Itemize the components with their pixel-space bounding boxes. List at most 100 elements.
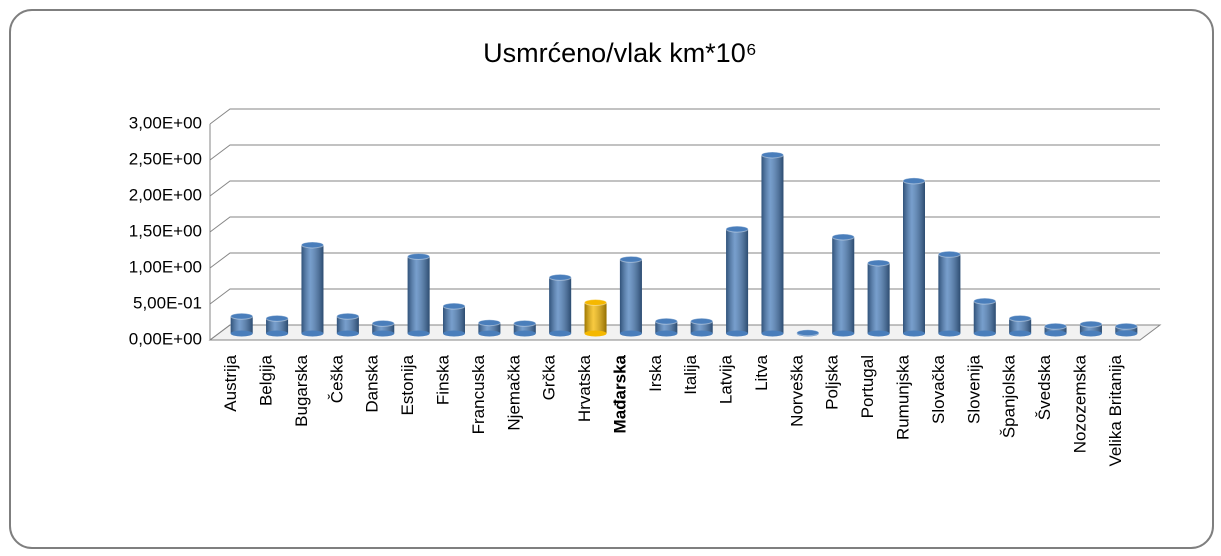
bar-shade [230, 316, 253, 334]
bar-base [655, 330, 678, 337]
x-tick-label: Litva [752, 354, 771, 390]
bar-top [265, 314, 289, 322]
bar-base [584, 330, 607, 337]
bar-shade [655, 321, 678, 334]
bar-group [371, 319, 395, 337]
x-tick-label: Italija [681, 354, 700, 394]
x-tick-label: Grčka [540, 354, 559, 400]
bar-base [443, 330, 465, 337]
bar-top [690, 317, 714, 325]
bar-base [407, 330, 430, 337]
bar-shade [1044, 326, 1067, 334]
x-tick-label: Poljska [823, 354, 842, 409]
bar-shade [336, 316, 359, 334]
bar-group [584, 299, 608, 337]
bar-top [513, 319, 537, 327]
bar-group [619, 255, 643, 337]
grid-line [209, 180, 1160, 197]
bar-shade [690, 321, 713, 334]
x-tick-label: Mađarska [610, 354, 629, 433]
bar-shade [832, 237, 855, 334]
bar-base [478, 330, 501, 337]
bar-top [902, 177, 926, 185]
bar-group [1008, 314, 1032, 337]
y-tick-label: 5,00E-01 [133, 293, 202, 312]
bar-top [654, 317, 678, 325]
bar-shade [301, 244, 324, 334]
grid-line [209, 108, 1160, 125]
bar-shade [513, 323, 536, 334]
bar-top [725, 225, 749, 233]
bar-group [902, 177, 926, 337]
bar-base [1079, 330, 1102, 337]
bar-top [760, 151, 784, 159]
bar-group [725, 225, 749, 337]
bar-shade [1115, 326, 1138, 334]
y-tick-label: 2,00E+00 [129, 185, 202, 204]
x-tick-label: Norveška [787, 354, 806, 426]
bar-group [477, 319, 501, 337]
bar-group [937, 250, 961, 337]
bar-shade [726, 229, 749, 334]
bar-shade [584, 302, 607, 334]
x-tick-label: Francuska [469, 354, 488, 434]
bar-top [407, 252, 431, 260]
bar-top [831, 233, 855, 241]
bar-top [371, 319, 395, 327]
bar-top [1114, 322, 1138, 330]
x-tick-label: Irska [646, 354, 665, 391]
bar-shade [938, 254, 961, 334]
bar-group [867, 259, 891, 337]
bar-group [336, 312, 360, 337]
bar-group [973, 297, 997, 337]
bar-top [442, 302, 466, 310]
bar-shade [761, 154, 784, 334]
x-tick-label: Švedska [1035, 354, 1054, 420]
bar-top [937, 250, 961, 258]
bar-group [690, 317, 714, 337]
bar-shade [619, 259, 642, 334]
bar-group [548, 273, 572, 337]
bar-base [619, 330, 642, 337]
bar-base [1044, 330, 1067, 337]
x-tick-label: Španjolska [1000, 354, 1019, 438]
bar-base [867, 330, 890, 337]
bar-base [761, 330, 784, 337]
bar-base [549, 330, 572, 337]
x-tick-label: Estonija [398, 354, 417, 415]
bar-base [690, 330, 713, 337]
bar-base [938, 330, 961, 337]
bar-shade [1009, 318, 1032, 334]
bar-group [796, 329, 820, 337]
x-tick-label: Austrija [221, 354, 240, 411]
grid-line [209, 216, 1160, 233]
y-tick-label: 1,50E+00 [129, 221, 202, 240]
bar-base [230, 330, 253, 337]
bar-top [1008, 314, 1032, 322]
bar-shade [549, 277, 572, 334]
x-tick-label: Bugarska [292, 354, 311, 426]
bar-top [300, 241, 324, 249]
bar-group [300, 241, 324, 337]
bar-base [726, 330, 749, 337]
bar-top [230, 312, 254, 320]
bar-shade [443, 306, 465, 334]
bar-group [654, 317, 678, 337]
bar-top [867, 259, 891, 267]
chart-frame [9, 9, 1214, 549]
bar-top [548, 273, 572, 281]
bar-base [973, 330, 996, 337]
bar-shade [266, 318, 289, 334]
bar-group [442, 302, 466, 337]
bar-group [1079, 320, 1103, 337]
x-tick-label: Belgija [257, 354, 276, 406]
bar-base [1009, 330, 1032, 337]
x-tick-label: Portugal [858, 355, 877, 418]
x-tick-label: Danska [363, 354, 382, 412]
x-tick-label: Latvija [717, 354, 736, 404]
bar-group [831, 233, 855, 337]
grid-line [209, 144, 1160, 161]
bar-top [796, 329, 820, 337]
x-tick-label: Hrvatska [575, 354, 594, 422]
